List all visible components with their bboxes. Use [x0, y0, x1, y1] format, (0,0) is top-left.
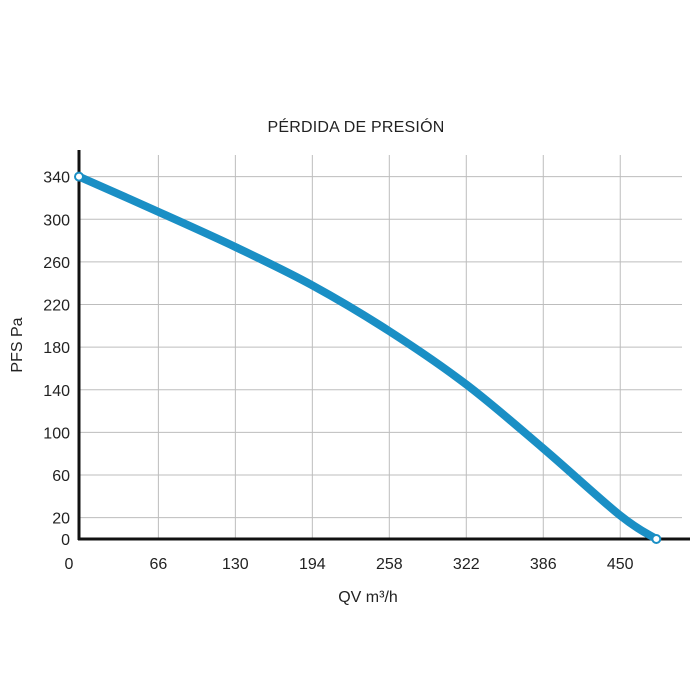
y-tick-label: 100: [43, 425, 70, 442]
x-tick-label: 450: [607, 556, 634, 573]
y-tick-labels: 0 20 60 100 140 180 220 260 300 340: [43, 170, 70, 549]
y-axis-label: PFS Pa: [9, 317, 26, 372]
x-tick-label: 322: [453, 556, 480, 573]
x-tick-label: 0: [65, 556, 74, 573]
series-layer: [74, 171, 662, 544]
y-tick-label: 220: [43, 298, 70, 315]
x-tick-label: 386: [530, 556, 557, 573]
x-tick-label: 194: [299, 556, 326, 573]
chart-title: PÉRDIDA DE PRESIÓN: [268, 117, 445, 136]
grid: [79, 155, 682, 539]
y-tick-label: 20: [52, 511, 70, 528]
y-tick-label: 260: [43, 255, 70, 272]
y-tick-label: 140: [43, 383, 70, 400]
y-tick-label: 340: [43, 170, 70, 187]
y-tick-label: 180: [43, 340, 70, 357]
x-tick-labels: 0 66 130 194 258 322 386 450: [65, 556, 634, 573]
endpoint-marker: [651, 534, 662, 544]
x-tick-label: 258: [376, 556, 403, 573]
axes: [77, 150, 690, 541]
x-tick-label: 130: [222, 556, 249, 573]
series-line: [75, 172, 661, 543]
x-axis-label: QV m³/h: [338, 589, 398, 606]
y-tick-label: 60: [52, 468, 70, 485]
y-tick-label: 300: [43, 212, 70, 229]
endpoint-marker: [74, 171, 84, 182]
x-tick-label: 66: [149, 556, 167, 573]
y-tick-label: 0: [61, 532, 70, 549]
